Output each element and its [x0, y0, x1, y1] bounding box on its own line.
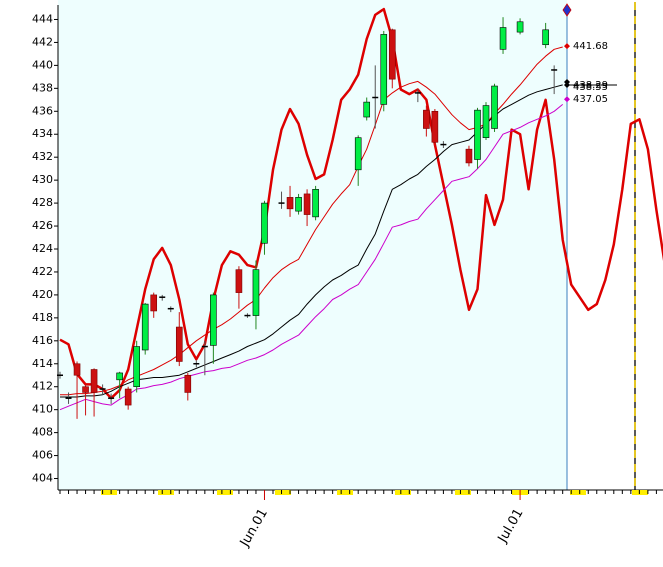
annotation-marker: [564, 96, 570, 103]
y-tick-label: 418: [32, 311, 53, 324]
candle-body: [116, 372, 123, 381]
candle-body: [542, 29, 549, 46]
period-marker: [275, 490, 291, 495]
line-series: [59, 104, 564, 411]
period-marker: [570, 490, 586, 495]
period-marker: [337, 490, 353, 495]
candle-body: [423, 109, 430, 129]
candle-body: [431, 110, 439, 143]
annotation-label: 437.05: [573, 94, 608, 105]
y-tick-label: 440: [32, 58, 53, 71]
y-tick-label: 412: [32, 380, 53, 393]
y-tick-label: 404: [32, 472, 53, 485]
period-marker: [101, 490, 117, 495]
period-marker: [632, 490, 648, 495]
current-marker: [562, 3, 572, 17]
period-marker: [217, 490, 233, 495]
y-tick-label: 428: [32, 196, 53, 209]
candle-body: [388, 29, 396, 80]
candle-body: [303, 193, 311, 215]
candle-body: [491, 85, 498, 129]
candle-body: [465, 148, 473, 164]
y-tick-label: 438: [32, 81, 53, 94]
y-tick-label: 426: [32, 219, 53, 232]
candle-body: [124, 388, 132, 406]
candle-body: [295, 197, 302, 212]
annotation-label: 438.55: [573, 82, 608, 93]
y-tick-label: 408: [32, 426, 53, 439]
candle-body: [235, 269, 243, 293]
y-tick-label: 414: [32, 357, 53, 370]
candle-body: [150, 294, 158, 312]
period-marker: [395, 490, 411, 495]
candle-body: [499, 27, 507, 50]
history-background: [58, 0, 567, 490]
y-tick-label: 442: [32, 35, 53, 48]
candle-body: [82, 386, 89, 393]
candle-body: [286, 197, 294, 210]
candle-body: [474, 109, 481, 160]
candle-body: [73, 363, 81, 376]
candle-body: [141, 303, 149, 351]
x-tick-label: Jul.01: [495, 506, 527, 546]
y-tick-label: 424: [32, 242, 53, 255]
y-tick-label: 420: [32, 288, 53, 301]
candle-body: [90, 369, 98, 393]
candle-body: [312, 189, 319, 218]
y-tick-label: 432: [32, 150, 53, 163]
candle-body: [354, 137, 362, 171]
x-tick-label: Jun.01: [237, 506, 271, 550]
annotation-label: 441.68: [573, 41, 608, 52]
y-tick-label: 406: [32, 449, 53, 462]
y-tick-label: 434: [32, 127, 53, 140]
y-tick-label: 444: [32, 12, 53, 25]
y-tick-label: 436: [32, 104, 53, 117]
y-tick-label: 410: [32, 403, 53, 416]
candle-body: [516, 21, 524, 33]
candle-body: [210, 294, 217, 346]
y-tick-label: 416: [32, 334, 53, 347]
y-tick-label: 422: [32, 265, 53, 278]
y-tick-label: 430: [32, 173, 53, 186]
candle-body: [252, 269, 260, 316]
candle-body: [363, 101, 371, 118]
line-series: [59, 7, 663, 400]
candle-body: [184, 374, 192, 393]
annotation-marker: [564, 43, 570, 50]
period-marker: [455, 490, 471, 495]
period-marker: [158, 490, 174, 495]
candle-body: [175, 326, 183, 362]
annotation-label: 438.29: [573, 80, 608, 91]
annotation-marker: [564, 79, 570, 86]
candle-body: [482, 105, 490, 138]
candle-body: [133, 346, 140, 388]
candle-body: [261, 202, 268, 244]
candle-body: [380, 34, 388, 105]
